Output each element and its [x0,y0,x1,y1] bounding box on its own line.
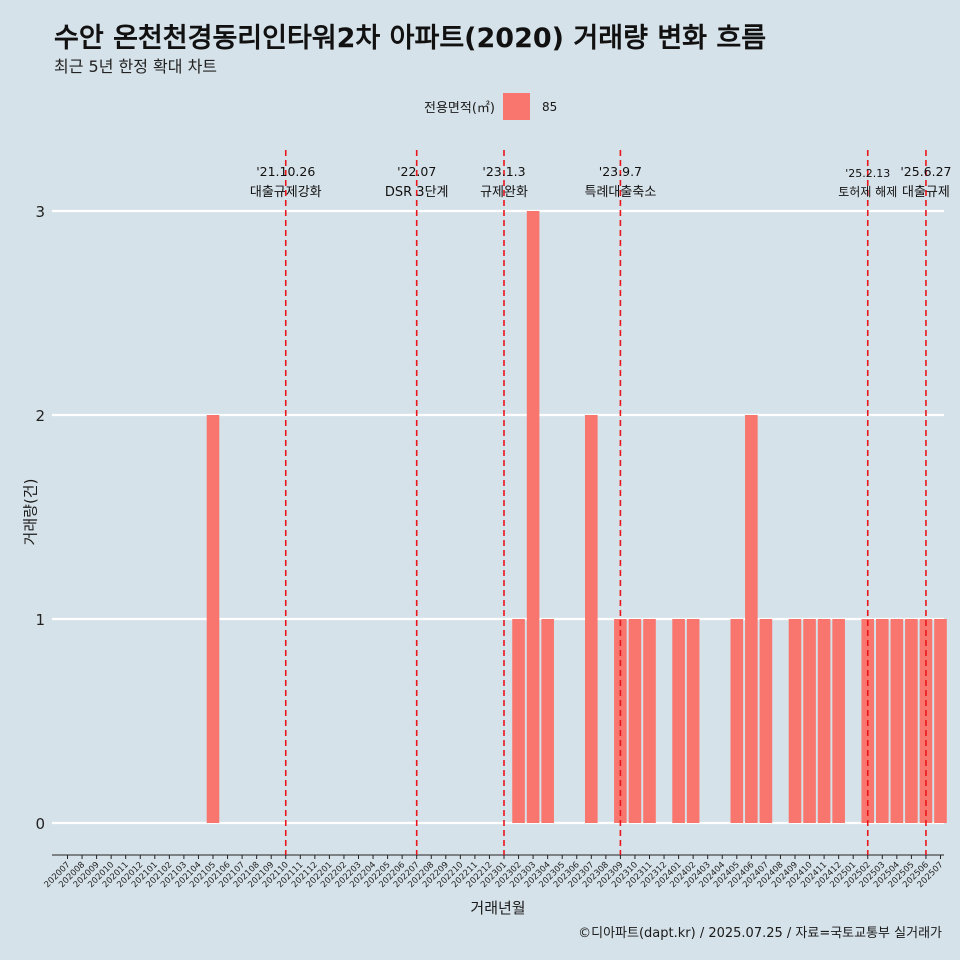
y-axis-title: 거래량(건) [21,478,40,546]
bar [206,415,220,823]
legend: 전용면적(㎡) 85 [424,93,557,120]
bar [730,619,744,823]
bar [803,619,816,823]
bar [788,619,802,823]
chart-subtitle: 최근 5년 한정 확대 차트 [54,57,218,76]
bar [745,415,758,823]
x-axis-title: 거래년월 [470,899,526,917]
event-date-label: '21.10.26 [256,164,315,179]
event-date-label: '22.07 [397,164,436,179]
event-date-label: '25.6.27 [900,164,951,179]
bar [585,415,598,823]
legend-title: 전용면적(㎡) [424,101,495,116]
event-label: 규제완화 [480,185,528,200]
y-tick-label: 3 [35,203,45,221]
source-caption: ©디아파트(dapt.kr) / 2025.07.25 / 자료=국토교통부 실… [578,926,942,941]
event-label: 토허제 해제 [838,185,897,199]
bar [628,619,642,823]
event-label: 대출규제 [902,185,950,200]
bar [876,619,889,823]
bar [759,619,773,823]
event-date-label: '25.2.13 [845,167,890,180]
bar [905,619,918,823]
chart-title: 수안 온천천경동리인타워2차 아파트(2020) 거래량 변화 흐름 [54,23,767,54]
bar [934,619,947,823]
bar [512,619,525,823]
y-tick-label: 0 [35,815,45,833]
event-label: DSR 3단계 [385,185,449,200]
bar [643,619,656,823]
y-tick-label: 1 [35,611,45,629]
event-date-label: '23.9.7 [599,164,642,179]
event-label: 대출규제강화 [250,185,322,200]
legend-swatch [502,93,530,120]
bar [672,619,685,823]
bar [541,619,554,823]
bar [832,619,845,823]
event-label: 특례대출축소 [585,185,657,200]
y-tick-label: 2 [35,407,45,425]
bar [686,619,700,823]
bar [890,619,904,823]
bar [526,211,540,823]
legend-item-label: 85 [541,99,558,114]
event-date-label: '23.1.3 [482,164,525,179]
bar [817,619,831,823]
